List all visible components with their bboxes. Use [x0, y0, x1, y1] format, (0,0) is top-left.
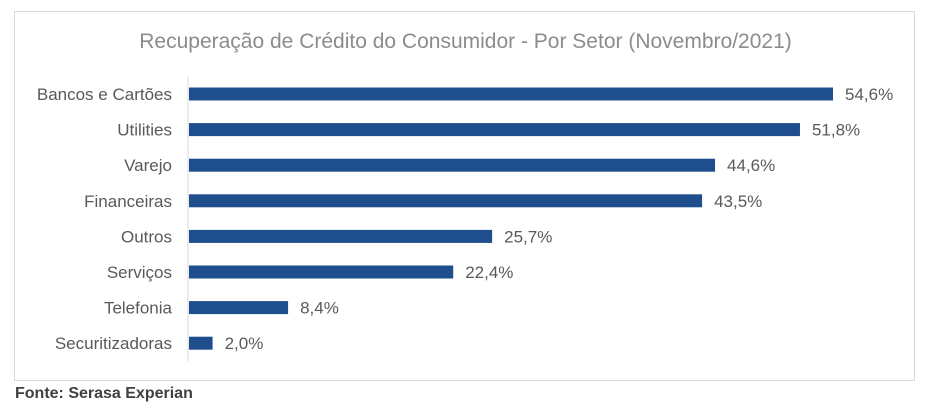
category-label: Outros — [121, 227, 172, 246]
source-note: Fonte: Serasa Experian — [15, 385, 193, 402]
bar — [189, 87, 833, 101]
data-label: 54,6% — [845, 85, 893, 104]
data-label: 2,0% — [225, 334, 264, 353]
chart-title: Recuperação de Crédito do Consumidor - P… — [139, 30, 792, 53]
category-label: Securitizadoras — [55, 334, 172, 353]
bar — [189, 229, 493, 243]
data-label: 8,4% — [300, 299, 339, 318]
category-label: Utilities — [117, 121, 172, 140]
category-label: Serviços — [107, 263, 172, 282]
category-label: Varejo — [124, 156, 172, 175]
bar — [189, 265, 454, 279]
category-label: Financeiras — [84, 192, 172, 211]
data-label: 43,5% — [714, 192, 762, 211]
data-label: 25,7% — [504, 227, 552, 246]
data-label: 44,6% — [727, 156, 775, 175]
bar-chart: Bancos e Cartões 54,6% Utilities 51,8% Varej… — [37, 76, 893, 361]
data-label: 22,4% — [465, 263, 513, 282]
bar — [189, 123, 800, 137]
bar — [189, 194, 703, 208]
chart-frame: Recuperação de Crédito do Consumidor - P… — [14, 11, 915, 381]
category-label: Telefonia — [104, 299, 173, 318]
bar — [189, 336, 213, 350]
bar — [189, 158, 716, 172]
category-label: Bancos e Cartões — [37, 85, 172, 104]
bar — [189, 301, 289, 315]
data-label: 51,8% — [812, 121, 860, 140]
